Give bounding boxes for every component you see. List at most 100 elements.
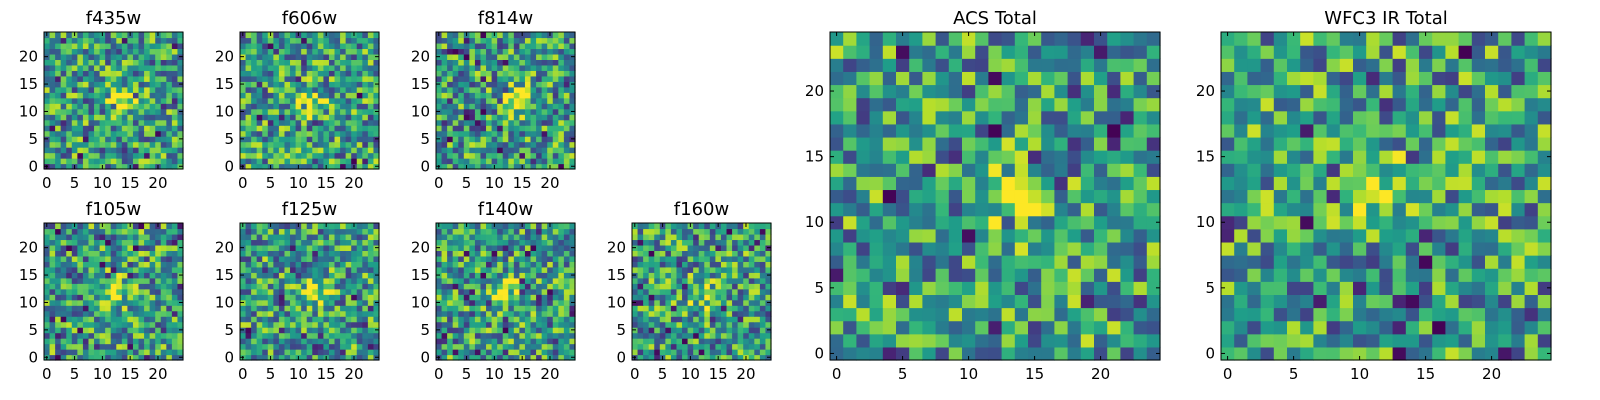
heatmap-cell [469, 239, 476, 246]
heatmap-cell [144, 37, 151, 44]
heatmap-cell [367, 163, 375, 170]
heatmap-cell [160, 332, 167, 339]
heatmap-cell [508, 48, 515, 55]
heatmap-cell [66, 141, 73, 148]
heatmap-cell [340, 294, 347, 301]
heatmap-cell [245, 86, 252, 93]
heatmap-cell [676, 316, 683, 323]
heatmap-cell [541, 239, 548, 246]
heatmap-cell [262, 228, 269, 235]
heatmap-cell [77, 294, 84, 301]
heatmap-cell [121, 130, 128, 137]
heatmap-cell [356, 228, 363, 235]
heatmap-cell [698, 223, 705, 230]
x-tick-label: 20 [344, 365, 363, 383]
heatmap-cell [317, 59, 324, 66]
heatmap-cell [524, 338, 532, 345]
heatmap-cell [491, 86, 498, 93]
heatmap-cell [82, 48, 90, 55]
heatmap-cell [922, 307, 937, 322]
heatmap-cell [121, 349, 128, 356]
heatmap-cell [284, 163, 291, 170]
heatmap-cell [177, 305, 184, 312]
axes-frame [43, 222, 184, 361]
heatmap-cell [436, 75, 443, 82]
heatmap-cell [334, 299, 341, 306]
heatmap-cell [356, 136, 363, 143]
heatmap-cell [362, 338, 369, 345]
heatmap-cell [367, 97, 375, 104]
heatmap-cell [88, 114, 95, 121]
heatmap-cell [99, 321, 106, 328]
heatmap-cell [356, 305, 363, 312]
heatmap-cell [66, 114, 73, 121]
heatmap-cell [44, 37, 51, 44]
heatmap-cell [508, 349, 515, 356]
heatmap-cell [1028, 333, 1042, 348]
heatmap-cell [340, 244, 347, 251]
heatmap-cell [144, 147, 151, 154]
heatmap-cell [60, 147, 67, 154]
heatmap-cell [458, 272, 465, 279]
heatmap-cell [171, 266, 179, 273]
heatmap-cell [121, 223, 128, 230]
heatmap-cell [328, 97, 336, 104]
heatmap-cell [312, 37, 319, 44]
heatmap-cell [541, 53, 548, 60]
x-tick-label: 20 [148, 365, 167, 383]
heatmap-cell [77, 239, 84, 246]
heatmap-cell [171, 97, 179, 104]
heatmap-cell [896, 163, 910, 177]
heatmap-cell [66, 294, 73, 301]
heatmap-cell [552, 283, 559, 290]
heatmap-cell [251, 305, 258, 312]
heatmap-cell [536, 266, 543, 273]
heatmap-cell [759, 316, 767, 323]
heatmap-cell [563, 277, 571, 284]
heatmap-cell [127, 349, 134, 356]
heatmap-cell [988, 255, 1003, 269]
heatmap-cell [869, 281, 884, 295]
heatmap-cell [480, 266, 487, 273]
heatmap-cell [869, 215, 884, 230]
heatmap-cell [290, 136, 297, 143]
heatmap-cell [362, 299, 369, 306]
heatmap-cell [1028, 150, 1042, 164]
heatmap-cell [687, 255, 694, 262]
heatmap-cell [463, 119, 470, 126]
heatmap-cell [536, 327, 543, 334]
heatmap-cell [245, 299, 252, 306]
heatmap-cell [436, 332, 443, 339]
heatmap-cell [373, 310, 380, 317]
heatmap-cell [508, 261, 515, 268]
heatmap-cell [541, 152, 548, 159]
heatmap-cell [262, 81, 269, 88]
heatmap-cell [682, 310, 689, 317]
heatmap-cell [44, 70, 51, 77]
heatmap-cell [754, 261, 761, 268]
heatmap-cell [245, 349, 252, 356]
heatmap-cell [524, 92, 532, 99]
heatmap-cell [648, 354, 655, 361]
heatmap-cell [77, 250, 84, 257]
heatmap-cell [340, 310, 347, 317]
heatmap-cell [345, 136, 352, 143]
heatmap-cell [334, 288, 341, 295]
heatmap-cell [110, 130, 117, 137]
heatmap-cell [295, 310, 302, 317]
heatmap-cell [110, 349, 117, 356]
heatmap-cell [830, 176, 844, 191]
heatmap-cell [502, 277, 509, 284]
heatmap-cell [569, 75, 576, 82]
heatmap-cell [132, 223, 140, 230]
heatmap-cell [55, 125, 62, 132]
heatmap-cell [469, 223, 476, 230]
heatmap-cell [480, 64, 487, 71]
heatmap-cell [105, 294, 112, 301]
heatmap-cell [110, 266, 117, 273]
heatmap-cell [295, 108, 302, 115]
heatmap-cell [77, 75, 84, 82]
heatmap-cell [160, 244, 167, 251]
heatmap-cell [670, 223, 678, 230]
heatmap-cell [513, 261, 520, 268]
